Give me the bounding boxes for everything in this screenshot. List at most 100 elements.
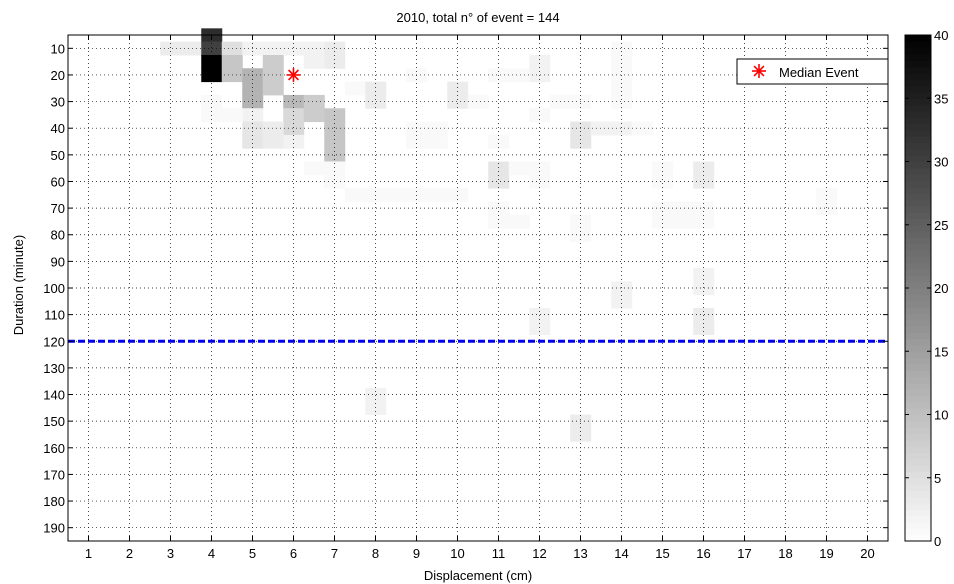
heatmap-cell — [508, 214, 530, 229]
colorbar-segment — [905, 66, 931, 74]
colorbar-segment — [905, 186, 931, 194]
heatmap-cell — [324, 161, 346, 176]
colorbar-segment — [905, 534, 931, 542]
colorbar-segment — [905, 401, 931, 409]
colorbar-segment — [905, 389, 931, 397]
colorbar-segment — [905, 395, 931, 403]
heatmap-cell — [611, 294, 633, 309]
colorbar-segment — [905, 300, 931, 308]
heatmap-cell — [672, 214, 694, 229]
colorbar-segment — [905, 205, 931, 213]
colorbar-segment — [905, 477, 931, 485]
colorbar-segment — [905, 199, 931, 207]
colorbar-segment — [905, 79, 931, 87]
colorbar-segment — [905, 47, 931, 55]
heatmap-cell — [262, 41, 284, 56]
colorbar-segment — [905, 237, 931, 245]
colorbar-segment — [905, 408, 931, 416]
x-tick-label: 5 — [249, 546, 256, 561]
x-tick-label: 9 — [413, 546, 420, 561]
colorbar-segment — [905, 281, 931, 289]
heatmap-cell — [652, 161, 674, 176]
heatmap-cell — [324, 121, 346, 136]
colorbar-segment — [905, 528, 931, 536]
colorbar-segment — [905, 509, 931, 517]
heatmap-cell — [426, 121, 448, 136]
y-tick-label: 60 — [51, 174, 65, 189]
heatmap-cell — [262, 68, 284, 83]
heatmap-cell — [611, 41, 633, 56]
heatmap-cell — [365, 81, 387, 96]
heatmap-cell — [611, 54, 633, 69]
colorbar-segment — [905, 72, 931, 80]
y-tick-label: 30 — [51, 95, 65, 110]
y-tick-label: 80 — [51, 228, 65, 243]
colorbar-segment — [905, 136, 931, 144]
heatmap-cell — [611, 121, 633, 136]
y-tick-label: 120 — [43, 334, 65, 349]
x-tick-label: 19 — [819, 546, 833, 561]
heatmap-cell — [611, 94, 633, 109]
heatmap-cell — [631, 121, 653, 136]
colorbar-segment — [905, 433, 931, 441]
heatmap-cell — [693, 321, 715, 336]
heatmap-cell — [488, 174, 510, 189]
heatmap-cell — [324, 134, 346, 149]
heatmap-cell — [529, 54, 551, 69]
heatmap-cell — [488, 134, 510, 149]
colorbar-segment — [905, 129, 931, 137]
y-tick-label: 10 — [51, 41, 65, 56]
colorbar-segment — [905, 35, 931, 42]
colorbar-segment — [905, 522, 931, 529]
heatmap-cell — [693, 174, 715, 189]
y-tick-label: 90 — [51, 254, 65, 269]
colorbar-segment — [905, 269, 931, 276]
heatmap-cell — [426, 188, 448, 202]
x-tick-label: 1 — [85, 546, 92, 561]
heatmap-cell — [447, 94, 469, 109]
heatmap-cell — [611, 81, 633, 96]
heatmap-cell — [529, 174, 551, 189]
colorbar-segment — [905, 332, 931, 340]
y-tick-label: 150 — [43, 414, 65, 429]
x-tick-label: 14 — [614, 546, 628, 561]
colorbar-tick-label: 25 — [934, 218, 948, 233]
legend: Median Event — [736, 58, 889, 85]
heatmap-cell — [816, 201, 838, 216]
colorbar-segment — [905, 60, 931, 68]
heatmap-cell — [693, 268, 715, 282]
y-axis-title: Duration (minute) — [11, 235, 26, 335]
colorbar-segment — [905, 515, 931, 523]
heatmap-cell — [652, 214, 674, 229]
colorbar-segment — [905, 250, 931, 257]
y-tick-label: 100 — [43, 281, 65, 296]
colorbar-segment — [905, 53, 931, 61]
heatmap-cell — [529, 321, 551, 336]
heatmap-cell — [262, 121, 284, 136]
y-tick-label: 20 — [51, 68, 65, 83]
heatmap-cell — [672, 201, 694, 216]
heatmap-cell — [570, 427, 592, 442]
x-tick-label: 8 — [372, 546, 379, 561]
colorbar-segment — [905, 91, 931, 99]
x-tick-label: 18 — [778, 546, 792, 561]
y-tick-label: 190 — [43, 521, 65, 536]
heatmap-cell — [693, 201, 715, 216]
heatmap-cell — [344, 81, 366, 96]
colorbar-segment — [905, 439, 931, 447]
heatmap-cell — [201, 94, 223, 109]
colorbar-segment — [905, 275, 931, 283]
heatmap-cell — [488, 214, 510, 229]
colorbar-tick-label: 10 — [934, 408, 948, 423]
colorbar-segment — [905, 319, 931, 327]
colorbar-segment — [905, 496, 931, 504]
colorbar-segment — [905, 325, 931, 333]
heatmap-cell — [385, 188, 407, 202]
heatmap-cell — [426, 134, 448, 149]
colorbar-segment — [905, 256, 931, 264]
colorbar-segment — [905, 174, 931, 182]
colorbar-segment — [905, 85, 931, 93]
colorbar-segment — [905, 142, 931, 150]
colorbar-segment — [905, 148, 931, 156]
